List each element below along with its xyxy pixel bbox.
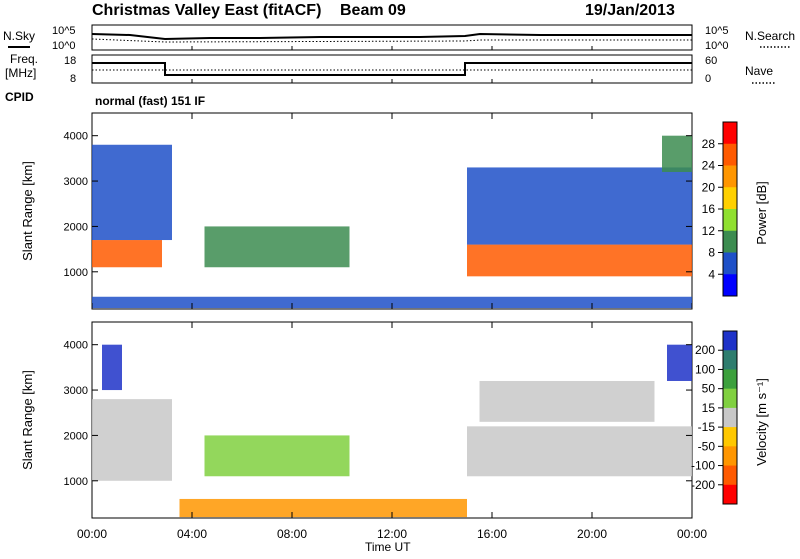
freq-panel-frame: [91, 54, 693, 84]
velocity-ytick-label-2: 2000: [64, 430, 88, 442]
velocity-region-0: [92, 399, 172, 481]
noise-left-tick-bottom: 10^0: [52, 40, 76, 52]
velocity-colorbar-tick-label-5: -50: [698, 439, 716, 453]
xtick-label-3: 12:00: [377, 527, 407, 541]
power-colorbar-swatch-1: [723, 143, 737, 166]
noise-right-tick-top: 10^5: [705, 25, 729, 37]
velocity-colorbar-swatch-5: [723, 427, 737, 447]
velocity-colorbar-tick-label-0: 200: [695, 343, 715, 357]
velocity-colorbar-tick-label-1: 100: [695, 362, 715, 376]
power-colorbar-tick-label-6: 4: [708, 267, 715, 281]
nave-label: Nave: [745, 64, 773, 78]
power-region-0: [92, 240, 162, 268]
power-ytick-label-2: 2000: [64, 221, 88, 233]
velocity-colorbar-swatch-4: [723, 407, 737, 428]
xtick-label-5: 20:00: [577, 527, 607, 541]
power-region-1: [92, 144, 172, 241]
power-colorbar: 28 24 20 16 12 8 4: [702, 121, 738, 297]
xtick-label-6: 00:00: [677, 527, 707, 541]
power-colorbar-tick-label-5: 8: [708, 246, 715, 260]
power-ylabel: Slant Range [km]: [20, 161, 35, 261]
power-ytick-label-1: 3000: [64, 176, 88, 188]
velocity-colorbar-swatch-2: [723, 369, 737, 390]
xtick-label-2: 08:00: [277, 527, 307, 541]
power-colorbar-swatch-2: [723, 165, 737, 188]
x-axis-ticks: 00:00 04:00 08:00 12:00 16:00 20:00 00:00: [77, 46, 707, 541]
power-colorbar-label: Power [dB]: [754, 181, 769, 245]
velocity-colorbar-swatch-0: [723, 331, 737, 351]
velocity-colorbar-tick-label-2: 50: [702, 382, 716, 396]
velocity-region-5: [479, 380, 655, 422]
velocity-colorbar-tick-label-6: -100: [691, 459, 715, 473]
beam-label: Beam 09: [340, 2, 406, 19]
power-region-4: [467, 244, 692, 277]
power-colorbar-swatch-5: [723, 230, 737, 253]
noise-sky-label: N.Sky: [3, 29, 35, 43]
station-title: Christmas Valley East (fitACF): [92, 2, 321, 19]
velocity-colorbar-frame: [722, 330, 738, 505]
velocity-region-6: [667, 344, 692, 381]
velocity-region-1: [102, 344, 122, 391]
velocity-region-3: [179, 498, 467, 518]
power-ytick-label-0: 4000: [64, 131, 88, 143]
power-colorbar-tick-label-3: 16: [702, 202, 716, 216]
velocity-colorbar-swatch-7: [723, 465, 737, 486]
power-region-5: [467, 167, 692, 245]
velocity-ytick-label-3: 1000: [64, 476, 88, 488]
velocity-colorbar: 200 100 50 15 -15 -50 -100 -200: [691, 330, 738, 505]
velocity-region-2: [204, 435, 350, 477]
xtick-label-0: 00:00: [77, 527, 107, 541]
freq-trace: [92, 62, 692, 76]
velocity-colorbar-label: Velocity [m s⁻¹]: [754, 378, 769, 466]
velocity-colorbar-tick-label-3: 15: [702, 401, 716, 415]
freq-left-tick-bottom: 8: [70, 73, 76, 85]
noise-right-tick-bottom: 10^0: [705, 40, 729, 52]
velocity-ytick-label-0: 4000: [64, 340, 88, 352]
power-colorbar-tick-label-2: 20: [702, 180, 716, 194]
velocity-region-4: [467, 426, 692, 477]
velocity-colorbar-tick-label-4: -15: [698, 420, 716, 434]
power-cells: [92, 135, 692, 309]
velocity-ylabel: Slant Range [km]: [20, 370, 35, 470]
power-colorbar-swatch-7: [723, 274, 737, 297]
date-label: 19/Jan/2013: [585, 2, 675, 19]
noise-sky-trace: [91, 32, 692, 41]
velocity-yticks: 4000 3000 2000 1000: [64, 340, 692, 488]
freq-label-line1: Freq.: [10, 52, 38, 66]
power-panel: [91, 112, 693, 310]
freq-label-line2: [MHz]: [5, 66, 36, 80]
power-colorbar-tick-label-4: 12: [702, 224, 716, 238]
power-colorbar-swatch-3: [723, 187, 737, 210]
velocity-ytick-label-1: 3000: [64, 385, 88, 397]
xtick-label-4: 16:00: [477, 527, 507, 541]
noise-left-tick-top: 10^5: [52, 25, 76, 37]
freq-right-tick-top: 60: [705, 55, 717, 67]
power-colorbar-swatch-6: [723, 252, 737, 275]
xtick-label-1: 04:00: [177, 527, 207, 541]
noise-search-label: N.Search: [745, 29, 795, 43]
power-colorbar-tick-label-0: 28: [702, 137, 716, 151]
freq-right-tick-bottom: 0: [705, 73, 711, 85]
velocity-colorbar-tick-label-7: -200: [691, 478, 715, 492]
noise-search-trace: [91, 38, 692, 43]
freq-left-tick-top: 18: [64, 55, 76, 67]
velocity-panel: [91, 321, 693, 519]
power-ytick-label-3: 1000: [64, 267, 88, 279]
power-yticks: 4000 3000 2000 1000: [64, 131, 692, 279]
cpid-label: CPID: [5, 90, 34, 104]
velocity-colorbar-swatch-3: [723, 388, 737, 409]
velocity-colorbar-swatch-8: [723, 484, 737, 505]
power-colorbar-swatch-4: [723, 209, 737, 232]
power-region-2: [204, 226, 350, 268]
power-region-6: [662, 135, 692, 172]
power-colorbar-swatch-0: [723, 122, 737, 145]
cpid-value: normal (fast) 151 IF: [95, 94, 205, 108]
power-region-3: [92, 296, 692, 309]
velocity-colorbar-swatch-1: [723, 350, 737, 370]
power-colorbar-tick-label-1: 24: [702, 159, 716, 173]
velocity-cells: [92, 344, 692, 518]
x-axis-label: Time UT: [365, 540, 411, 554]
velocity-colorbar-swatch-6: [723, 446, 737, 467]
